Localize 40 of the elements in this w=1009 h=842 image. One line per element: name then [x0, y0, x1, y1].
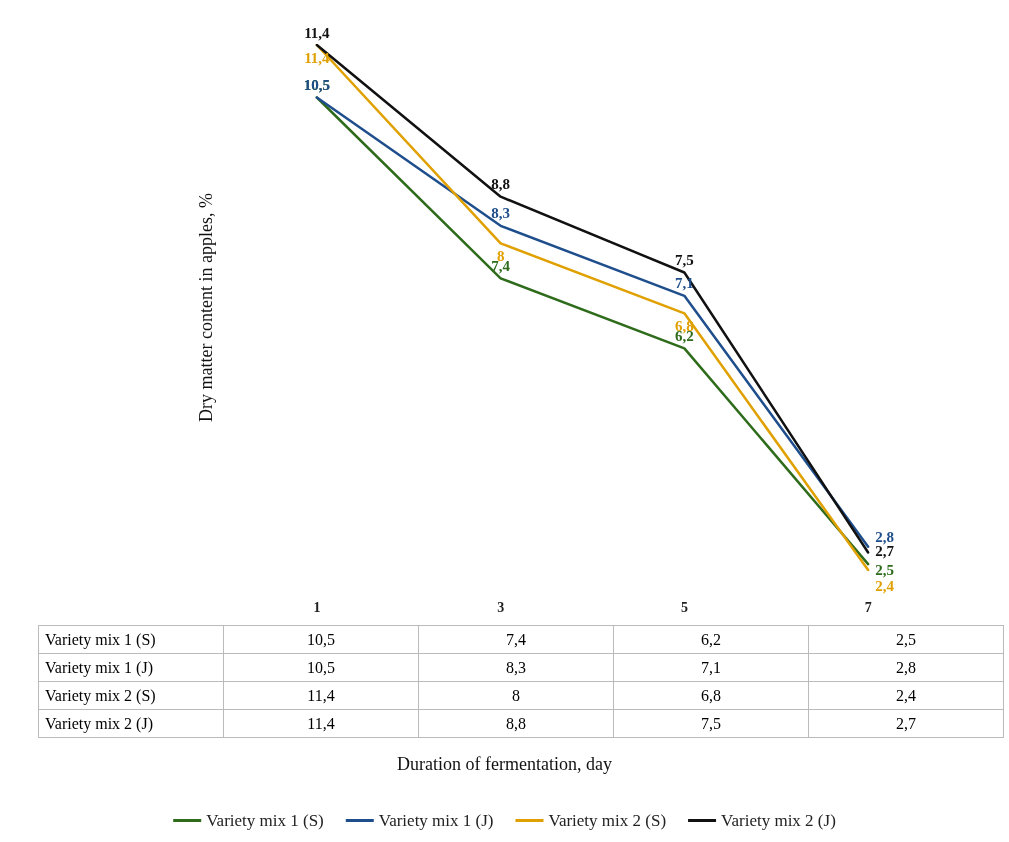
text: 2,5: [875, 562, 894, 579]
text: 7,1: [675, 275, 694, 292]
data-label: 8,3: [418, 653, 614, 682]
data-label: 7,1: [613, 653, 809, 682]
text: 10,5: [303, 77, 330, 93]
legend-label: Variety mix 1 (J): [378, 811, 494, 830]
data-label: 7,5: [613, 709, 809, 738]
data-label: 6,2: [613, 625, 809, 654]
data-label: 7,4: [418, 625, 614, 654]
text: Duration of fermentation, day: [397, 754, 612, 774]
data-label: 11,4: [223, 709, 419, 738]
data-label: 8: [418, 681, 614, 710]
data-label: 10,5: [223, 653, 419, 682]
text: Variety mix 1 (S): [45, 630, 156, 648]
y-axis-title: Dry matter content in apples, %: [196, 193, 216, 422]
text: 7,5: [675, 252, 694, 268]
data-label: 2,8: [808, 653, 1004, 682]
data-label: 2,5: [808, 625, 1004, 654]
data-label: 2,4: [808, 681, 1004, 710]
data-label: 8,8: [418, 709, 614, 738]
text: Variety mix 2 (S): [45, 686, 156, 704]
legend-label: Variety mix 2 (S): [548, 811, 667, 830]
legend-label: Variety mix 2 (J): [721, 811, 836, 830]
text: 2,4: [875, 578, 894, 594]
x-tick-label: 1: [313, 599, 321, 615]
text: 11,4: [304, 24, 330, 41]
text: 11,4: [304, 49, 330, 66]
text: 8,3: [491, 205, 510, 222]
x-tick-label: 7: [864, 599, 872, 615]
text: 8,8: [491, 176, 510, 193]
data-label: 6,8: [613, 681, 809, 710]
text: Variety mix 2 (J): [45, 714, 153, 732]
x-tick-label: 3: [497, 599, 505, 615]
data-label: 10,5: [223, 625, 419, 654]
data-label: 11,4: [223, 681, 419, 710]
text: Variety mix 1 (J): [45, 658, 153, 676]
legend-label: Variety mix 1 (S): [206, 811, 324, 830]
x-tick-label: 5: [680, 599, 688, 615]
data-label: 2,7: [808, 709, 1004, 738]
text: 2,8: [875, 528, 894, 545]
